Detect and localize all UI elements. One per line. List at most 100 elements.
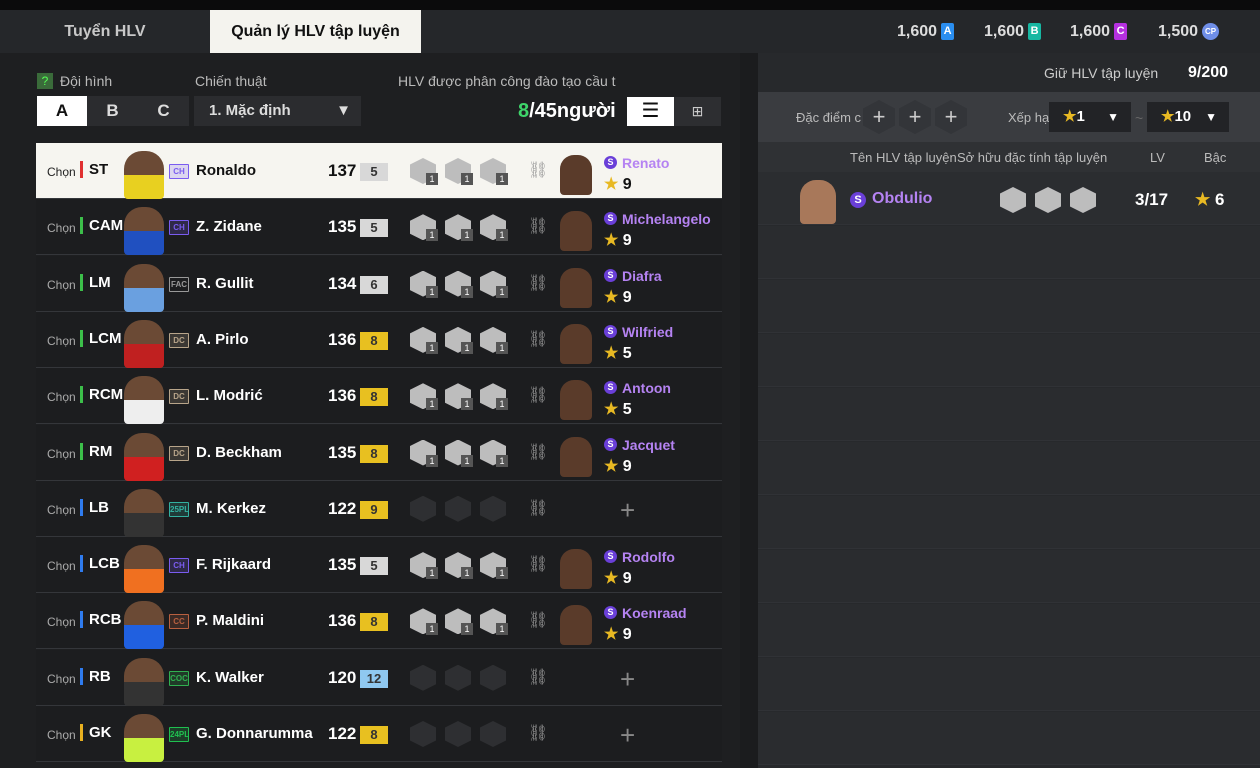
- empty-trait-slot[interactable]: [480, 664, 506, 691]
- select-label[interactable]: Chọn: [47, 165, 76, 179]
- select-label[interactable]: Chọn: [47, 277, 76, 292]
- trait-level: 1: [496, 567, 508, 580]
- season-badge: 25PL: [169, 501, 189, 517]
- empty-trait-slot[interactable]: [410, 664, 436, 691]
- empty-trait-slot[interactable]: [410, 495, 436, 522]
- link-icon: ⛓: [528, 443, 549, 461]
- link-icon: ⛓: [528, 668, 549, 686]
- empty-coach-row: [758, 550, 1260, 603]
- tab-recruit-coach[interactable]: Tuyển HLV: [64, 23, 146, 40]
- player-row[interactable]: Chọn RCM DC L. Modrić 136 8 1 1 1 ⛓ S Antoo…: [36, 368, 722, 425]
- select-label[interactable]: Chọn: [47, 333, 76, 348]
- rank-from-dropdown[interactable]: ★1 ▼: [1049, 102, 1131, 132]
- player-ovr: 134: [328, 273, 357, 293]
- player-ovr: 136: [328, 386, 357, 406]
- empty-trait-slot[interactable]: [480, 495, 506, 522]
- player-avatar: [124, 151, 164, 199]
- tactic-dropdown[interactable]: 1. Mặc định ▼: [194, 96, 361, 126]
- player-avatar: [124, 601, 164, 650]
- empty-trait-slot[interactable]: [445, 721, 471, 747]
- coach-name[interactable]: Diafra: [622, 267, 662, 284]
- coach-grade-badge: S: [604, 606, 617, 620]
- trait-level: 1: [496, 623, 508, 636]
- select-label[interactable]: Chọn: [47, 559, 76, 574]
- select-label[interactable]: Chọn: [47, 728, 76, 742]
- player-name: A. Pirlo: [196, 330, 249, 348]
- trait-level: 1: [426, 341, 438, 354]
- list-view-icon[interactable]: ☰: [627, 97, 674, 126]
- add-coach-button[interactable]: +: [620, 663, 636, 694]
- select-label[interactable]: Chọn: [47, 502, 76, 517]
- empty-coach-row: [758, 334, 1260, 387]
- trait-level: 1: [496, 398, 508, 411]
- upgrade-level: 6: [360, 275, 388, 294]
- top-bar: [0, 0, 1260, 10]
- empty-coach-row: [758, 226, 1260, 279]
- help-icon[interactable]: ?: [37, 73, 53, 89]
- trait-level: 1: [496, 341, 508, 354]
- empty-trait-slot[interactable]: [410, 721, 436, 747]
- add-coach-button[interactable]: +: [620, 494, 636, 525]
- coach-grade-badge: S: [604, 156, 617, 169]
- player-row[interactable]: Chọn LM FAC R. Gullit 134 6 1 1 1 ⛓ S Diafr…: [36, 255, 722, 312]
- coach-avatar: [560, 549, 592, 590]
- squad-a-button[interactable]: A: [37, 96, 87, 126]
- empty-trait-slot[interactable]: [445, 495, 471, 522]
- trait-level: 1: [426, 567, 438, 580]
- player-avatar: [124, 207, 164, 256]
- position: LCB: [80, 555, 120, 573]
- upgrade-level: 8: [360, 388, 388, 407]
- squad-b-button[interactable]: B: [87, 96, 138, 126]
- coach-name[interactable]: Renato: [622, 155, 670, 171]
- coach-avatar: [560, 211, 592, 252]
- player-row[interactable]: Chọn RM DC D. Beckham 135 8 1 1 1 ⛓ S Jacqu…: [36, 424, 722, 481]
- empty-trait-slot[interactable]: [445, 664, 471, 691]
- player-row[interactable]: Chọn RCB CC P. Maldini 136 8 1 1 1 ⛓ S Koen…: [36, 593, 722, 650]
- upgrade-level: 8: [360, 613, 388, 632]
- empty-trait-slot[interactable]: [480, 721, 506, 747]
- coach-name[interactable]: Koenraad: [622, 605, 687, 622]
- player-avatar: [124, 263, 164, 312]
- coach-row[interactable]: S Obdulio 3/17 ★ 6: [758, 172, 1260, 225]
- rank-to-dropdown[interactable]: ★10 ▼: [1147, 102, 1229, 132]
- squad-c-button[interactable]: C: [138, 96, 189, 126]
- select-label[interactable]: Chọn: [47, 446, 76, 461]
- player-name: G. Donnarumma: [196, 725, 313, 742]
- coach-name[interactable]: Antoon: [622, 380, 671, 397]
- player-row[interactable]: Chọn CAM CH Z. Zidane 135 5 1 1 1 ⛓ S Miche…: [36, 199, 722, 256]
- add-coach-button[interactable]: +: [620, 720, 636, 750]
- trait-level: 1: [496, 454, 508, 467]
- pitch-view-icon[interactable]: ⊞: [674, 97, 721, 126]
- link-icon: ⛓: [528, 274, 549, 292]
- empty-coach-row: [758, 712, 1260, 765]
- player-row[interactable]: Chọn LB 25PL M. Kerkez 122 9 ⛓ +: [36, 480, 722, 537]
- select-label[interactable]: Chọn: [47, 221, 76, 236]
- coach-avatar: [560, 323, 592, 364]
- coach-name[interactable]: Wilfried: [622, 323, 674, 340]
- player-row[interactable]: Chọn LCM DC A. Pirlo 136 8 1 1 1 ⛓ S Wilfri…: [36, 311, 722, 368]
- player-avatar: [124, 657, 164, 706]
- player-avatar: [124, 714, 164, 762]
- currency-0: 1,600 A: [897, 10, 955, 53]
- currency-icon: CP: [1202, 23, 1220, 40]
- player-name: F. Rijkaard: [196, 556, 272, 574]
- trait-level: 1: [461, 567, 473, 580]
- player-ovr: 137: [328, 161, 357, 180]
- player-avatar: [124, 488, 164, 537]
- player-avatar: [124, 432, 164, 481]
- player-row[interactable]: Chọn GK 24PL G. Donnarumma 122 8 ⛓ +: [36, 706, 722, 762]
- link-icon: ⛓: [528, 162, 549, 179]
- coach-name[interactable]: Rodolfo: [622, 549, 675, 566]
- player-row[interactable]: Chọn LCB CH F. Rijkaard 135 5 1 1 1 ⛓ S Rod…: [36, 537, 722, 594]
- coach-name[interactable]: Michelangelo: [622, 211, 711, 228]
- player-row[interactable]: Chọn ST CH Ronaldo 137 5 1 1 1 ⛓ S Renato ★ …: [36, 143, 722, 199]
- player-avatar: [124, 376, 164, 425]
- coach-grade-badge: S: [604, 550, 617, 564]
- assigned-label: HLV được phân công đào tạo cầu t: [398, 73, 616, 89]
- tab-manage-coach[interactable]: Quản lý HLV tập luyện: [210, 10, 421, 53]
- player-row[interactable]: Chọn RB COC K. Walker 120 12 ⛓ +: [36, 649, 722, 706]
- coach-name[interactable]: Jacquet: [622, 436, 675, 453]
- select-label[interactable]: Chọn: [47, 615, 76, 630]
- select-label[interactable]: Chọn: [47, 390, 76, 405]
- select-label[interactable]: Chọn: [47, 671, 76, 686]
